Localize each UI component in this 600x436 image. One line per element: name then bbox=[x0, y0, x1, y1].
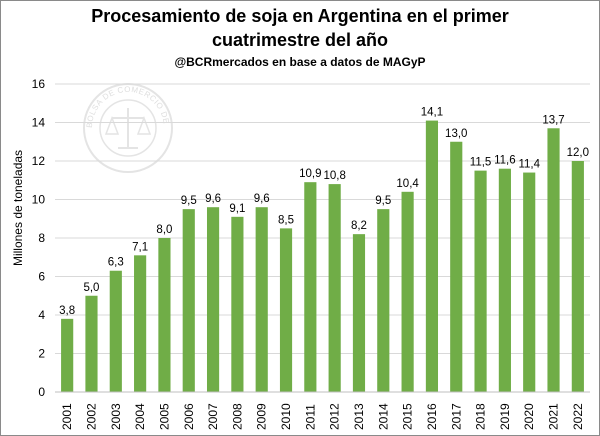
bar bbox=[85, 295, 98, 392]
bar bbox=[450, 141, 463, 392]
svg-text:BOLSA DE COMERCIO DE ROSARIO: BOLSA DE COMERCIO DE ROSARIO bbox=[0, 0, 171, 128]
bar bbox=[109, 270, 122, 392]
data-label: 9,6 bbox=[205, 193, 221, 205]
y-tick-label: 8 bbox=[38, 231, 45, 245]
data-label: 11,4 bbox=[518, 159, 540, 171]
bar bbox=[328, 184, 341, 392]
bars: 3,8 5,0 6,3 7,1 8,0 9,5 9,6 9,1 9,6 8,5 10,9 10,8 8,… bbox=[59, 107, 589, 392]
chart-title-line1: Procesamiento de soja en Argentina en el… bbox=[91, 6, 509, 26]
data-label: 8,2 bbox=[351, 220, 367, 232]
data-label: 13,0 bbox=[445, 128, 467, 140]
bar bbox=[352, 234, 366, 392]
data-label: 5,0 bbox=[83, 282, 99, 294]
bar bbox=[304, 182, 317, 392]
x-tick-label: 2018 bbox=[474, 403, 488, 430]
bar bbox=[401, 191, 414, 392]
data-label: 9,6 bbox=[254, 193, 270, 205]
x-tick-label: 2021 bbox=[547, 403, 561, 430]
bar bbox=[134, 255, 147, 392]
data-label: 7,1 bbox=[132, 241, 148, 253]
x-tick-label: 2020 bbox=[522, 403, 536, 430]
x-tick-label: 2006 bbox=[182, 403, 196, 430]
x-tick-label: 2016 bbox=[425, 403, 439, 430]
data-label: 8,5 bbox=[278, 214, 294, 226]
x-tick-label: 2014 bbox=[376, 403, 390, 430]
bar bbox=[231, 216, 244, 392]
watermark-seal: BOLSA DE COMERCIO DE ROSARIO bbox=[0, 0, 173, 173]
y-tick-label: 6 bbox=[38, 270, 45, 284]
x-axis: 2001 2002 2003 2004 2005 2006 2007 2008 2009 2010… bbox=[55, 391, 590, 430]
x-tick-label: 2019 bbox=[498, 403, 512, 430]
y-tick-label: 0 bbox=[38, 385, 45, 399]
x-tick-label: 2010 bbox=[279, 403, 293, 430]
y-tick-label: 4 bbox=[38, 308, 45, 322]
x-tick-label: 2015 bbox=[401, 403, 415, 430]
data-label: 14,1 bbox=[421, 107, 443, 119]
bar bbox=[255, 207, 268, 392]
data-label: 11,5 bbox=[470, 157, 492, 169]
watermark-text: BOLSA DE COMERCIO DE ROSARIO bbox=[0, 0, 171, 128]
chart-title-line2: cuatrimestre del año bbox=[211, 30, 389, 50]
data-label: 10,8 bbox=[323, 170, 345, 182]
x-tick-label: 2012 bbox=[328, 403, 342, 430]
x-tick-label: 2007 bbox=[206, 403, 220, 430]
chart-subtitle: @BCRmercados en base a datos de MAGyP bbox=[174, 55, 426, 69]
bar bbox=[498, 168, 511, 392]
y-tick-label: 12 bbox=[32, 154, 46, 168]
data-label: 6,3 bbox=[108, 257, 124, 269]
data-label: 9,1 bbox=[229, 203, 245, 215]
data-label: 8,0 bbox=[156, 224, 172, 236]
x-tick-label: 2013 bbox=[352, 403, 366, 430]
y-axis: 0 2 4 6 8 10 12 14 16 bbox=[32, 77, 46, 399]
y-tick-label: 10 bbox=[32, 193, 46, 207]
bar bbox=[571, 161, 584, 392]
bar bbox=[182, 209, 195, 392]
data-label: 10,9 bbox=[299, 168, 321, 180]
data-label: 10,4 bbox=[396, 178, 419, 190]
y-axis-label: Millones de toneladas bbox=[11, 150, 25, 266]
data-label: 9,5 bbox=[375, 195, 391, 207]
x-tick-label: 2003 bbox=[109, 403, 123, 430]
bar bbox=[425, 120, 439, 392]
data-label: 12,0 bbox=[567, 147, 589, 159]
x-tick-label: 2001 bbox=[60, 403, 74, 430]
y-tick-label: 14 bbox=[32, 116, 46, 130]
bar bbox=[547, 128, 560, 392]
data-label: 9,5 bbox=[181, 195, 197, 207]
bar bbox=[158, 238, 171, 392]
x-tick-label: 2017 bbox=[449, 403, 463, 430]
x-tick-label: 2022 bbox=[571, 403, 585, 430]
bar bbox=[279, 228, 293, 392]
x-tick-label: 2002 bbox=[84, 403, 98, 430]
bar bbox=[206, 207, 220, 392]
x-tick-label: 2011 bbox=[303, 404, 317, 430]
x-tick-label: 2004 bbox=[133, 403, 147, 430]
y-tick-label: 16 bbox=[32, 77, 46, 91]
bar bbox=[474, 170, 487, 392]
x-tick-label: 2005 bbox=[157, 403, 171, 430]
bar bbox=[523, 172, 536, 392]
bar bbox=[61, 318, 74, 392]
x-tick-label: 2009 bbox=[255, 403, 269, 430]
data-label: 3,8 bbox=[59, 305, 75, 317]
y-tick-label: 2 bbox=[38, 347, 45, 361]
x-tick-label: 2008 bbox=[230, 403, 244, 430]
data-label: 11,6 bbox=[494, 155, 516, 167]
data-label: 13,7 bbox=[542, 114, 564, 126]
bar bbox=[377, 209, 390, 392]
